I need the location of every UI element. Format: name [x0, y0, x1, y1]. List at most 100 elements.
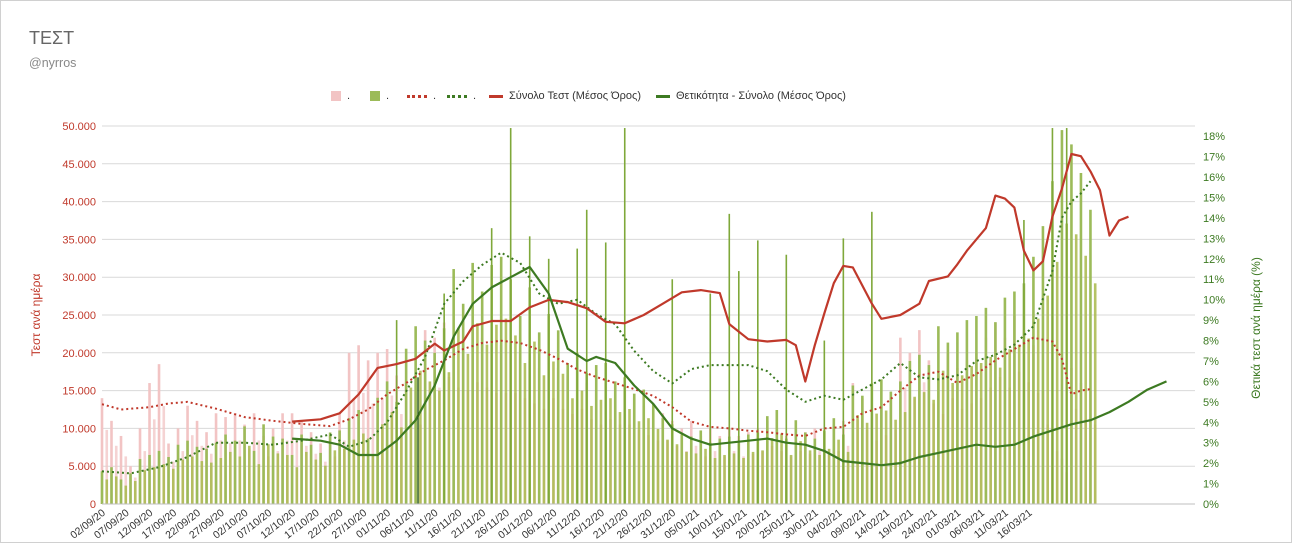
bar — [248, 445, 251, 504]
bar — [447, 372, 451, 504]
bar — [100, 471, 104, 504]
legend-item[interactable]: . — [331, 86, 350, 106]
bar — [366, 438, 370, 504]
bar — [186, 440, 189, 504]
bar — [190, 456, 194, 504]
bar — [770, 438, 774, 504]
bar — [295, 467, 299, 504]
bar — [428, 381, 432, 504]
series-lines — [101, 152, 1167, 504]
bar — [975, 316, 978, 504]
bar — [171, 468, 175, 504]
y-tick-label-left: 30.000 — [62, 272, 96, 284]
bar — [133, 481, 137, 504]
bar — [737, 271, 740, 504]
bar — [1070, 144, 1073, 504]
legend-swatch — [489, 94, 503, 98]
bar — [390, 412, 394, 504]
bar — [671, 279, 674, 504]
bar — [742, 458, 745, 504]
bar — [124, 456, 128, 504]
bar — [267, 444, 270, 504]
bar — [680, 434, 684, 504]
bar — [309, 444, 313, 504]
bar — [675, 444, 679, 504]
bar — [343, 448, 346, 504]
bar — [875, 413, 878, 504]
bar — [804, 432, 807, 504]
bar — [941, 370, 945, 504]
legend-label: Σύνολο Τεστ (Μέσος Όρος) — [509, 90, 641, 102]
bar — [499, 256, 503, 504]
bar — [328, 432, 332, 504]
bar — [276, 453, 280, 504]
bar — [110, 467, 113, 504]
bar — [300, 434, 303, 504]
bar — [766, 416, 769, 504]
bar — [827, 448, 831, 504]
bar — [637, 421, 641, 504]
bar — [1023, 219, 1025, 504]
y-tick-label-right: 8% — [1203, 336, 1219, 348]
bar — [200, 461, 204, 504]
bar — [404, 348, 408, 504]
bar — [576, 248, 579, 504]
bar — [913, 396, 916, 504]
bar — [433, 352, 436, 504]
legend-item[interactable]: Θετικότητα - Σύνολο (Μέσος Όρος) — [656, 86, 846, 106]
bar — [352, 439, 356, 504]
bar — [385, 381, 389, 504]
bar — [443, 293, 445, 504]
y-tick-label-right: 17% — [1203, 152, 1225, 164]
bar — [709, 293, 712, 504]
bar — [148, 383, 151, 504]
bar — [238, 456, 242, 504]
bar — [1032, 256, 1035, 504]
bar — [998, 367, 1002, 504]
bar — [110, 420, 113, 504]
bar — [409, 387, 413, 504]
legend-item[interactable]: Σύνολο Τεστ (Μέσος Όρος) — [489, 86, 641, 106]
bar — [590, 405, 593, 504]
bar — [922, 392, 926, 504]
bar — [290, 454, 294, 504]
y-tick-label-right: 1% — [1203, 479, 1219, 491]
bar — [461, 303, 465, 504]
y-tick-label-left: 35.000 — [62, 234, 96, 246]
bar — [233, 440, 237, 504]
bar — [333, 450, 337, 504]
bar — [281, 438, 284, 504]
bar — [1046, 295, 1049, 504]
y-tick-label-left: 45.000 — [62, 159, 96, 171]
y-tick-label-right: 9% — [1203, 315, 1219, 327]
legend-item[interactable]: . — [407, 86, 436, 106]
bar — [723, 454, 726, 504]
bar — [918, 354, 921, 504]
bar — [319, 452, 322, 504]
bar — [728, 213, 731, 504]
legend-swatch — [370, 91, 380, 101]
bar — [823, 340, 826, 504]
bar — [556, 330, 560, 504]
legend-swatch — [331, 91, 341, 101]
bar — [371, 403, 375, 504]
bar — [485, 344, 489, 504]
bar — [381, 424, 384, 504]
bar — [514, 335, 517, 504]
bar — [219, 458, 223, 504]
legend-item[interactable]: . — [447, 86, 476, 106]
bar — [851, 385, 855, 504]
bar — [932, 399, 935, 504]
bar — [1065, 128, 1068, 504]
y-tick-label-right: 16% — [1203, 172, 1225, 184]
legend-label: . — [433, 90, 437, 102]
bar — [338, 430, 341, 504]
bar — [419, 370, 422, 504]
bar — [599, 399, 603, 504]
bar — [856, 415, 859, 504]
bar — [157, 364, 161, 504]
legend-swatch — [447, 94, 467, 98]
bar — [585, 209, 588, 504]
y-tick-label-left: 40.000 — [62, 197, 96, 209]
legend-item[interactable]: . — [370, 86, 389, 106]
